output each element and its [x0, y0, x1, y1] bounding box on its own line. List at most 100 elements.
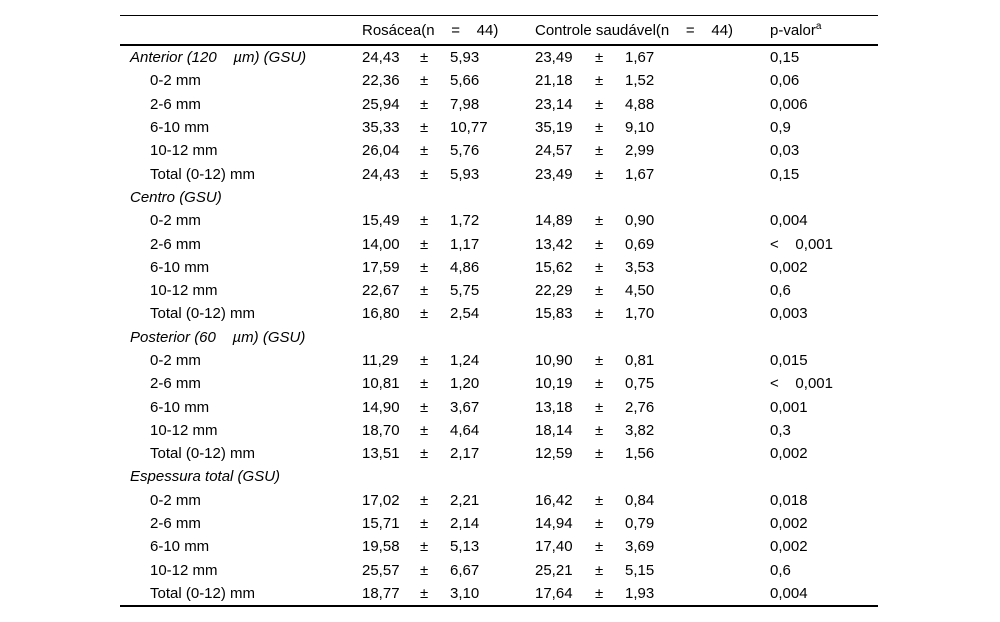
rosacea-mean: 14,00 — [362, 235, 400, 253]
control-plusminus: ± — [595, 375, 604, 393]
row-label: 2-6 mm — [150, 375, 201, 393]
p-value: 0,03 — [770, 142, 800, 160]
rosacea-sd: 5,13 — [450, 538, 480, 556]
table-row: Centro (GSU) — [120, 186, 878, 209]
table-row: Total (0-12) mm 24,43 ± 5,93 23,49 ± 1,6… — [120, 162, 878, 185]
rosacea-sd: 5,93 — [450, 49, 480, 67]
rosacea-plusminus: ± — [420, 305, 429, 323]
control-plusminus: ± — [595, 491, 604, 509]
rosacea-sd: 4,86 — [450, 258, 480, 276]
control-mean: 23,14 — [535, 95, 573, 113]
row-label: Total (0-12) mm — [150, 584, 256, 602]
p-value: 0,002 — [770, 538, 808, 556]
row-label: Espessura total (GSU) — [130, 468, 281, 486]
table-row: Espessura total (GSU) — [120, 465, 878, 488]
rosacea-mean: 14,90 — [362, 398, 400, 416]
table-row: 10-12 mm 22,67 ± 5,75 22,29 ± 4,50 0,6 — [120, 279, 878, 302]
control-plusminus: ± — [595, 235, 604, 253]
control-sd: 1,93 — [625, 584, 655, 602]
row-label: 2-6 mm — [150, 235, 201, 253]
table-row: 6-10 mm 35,33 ± 10,77 35,19 ± 9,10 0,9 — [120, 116, 878, 139]
rosacea-mean: 13,51 — [362, 445, 400, 463]
rosacea-mean: 22,36 — [362, 72, 400, 90]
p-value: 0,3 — [770, 421, 791, 439]
rosacea-mean: 18,70 — [362, 421, 400, 439]
p-value: 0,002 — [770, 445, 808, 463]
control-plusminus: ± — [595, 165, 604, 183]
rosacea-sd: 3,67 — [450, 398, 480, 416]
control-mean: 10,19 — [535, 375, 573, 393]
rosacea-plusminus: ± — [420, 375, 429, 393]
header-pvalue-label: p-valor — [770, 21, 816, 39]
p-value: 0,004 — [770, 212, 808, 230]
control-mean: 16,42 — [535, 491, 573, 509]
table-row: Total (0-12) mm 16,80 ± 2,54 15,83 ± 1,7… — [120, 302, 878, 325]
control-mean: 18,14 — [535, 421, 573, 439]
row-label: 10-12 mm — [150, 561, 218, 579]
rosacea-sd: 6,67 — [450, 561, 480, 579]
header-control: Controle saudável(n = 44) — [535, 21, 734, 39]
results-table: Rosácea(n = 44) Controle saudável(n = 44… — [120, 15, 878, 608]
control-sd: 0,90 — [625, 212, 655, 230]
rosacea-mean: 24,43 — [362, 49, 400, 67]
control-sd: 2,99 — [625, 142, 655, 160]
control-mean: 15,83 — [535, 305, 573, 323]
row-label: 0-2 mm — [150, 212, 201, 230]
rosacea-sd: 5,76 — [450, 142, 480, 160]
control-plusminus: ± — [595, 95, 604, 113]
rosacea-sd: 1,24 — [450, 352, 480, 369]
rosacea-plusminus: ± — [420, 398, 429, 416]
p-value: 0,004 — [770, 584, 808, 602]
rosacea-plusminus: ± — [420, 538, 429, 556]
rosacea-mean: 25,57 — [362, 561, 400, 579]
p-value: 0,002 — [770, 258, 808, 276]
rosacea-plusminus: ± — [420, 49, 429, 67]
p-value: 0,6 — [770, 282, 791, 300]
control-sd: 1,52 — [625, 72, 655, 90]
p-value: 0,06 — [770, 72, 800, 90]
p-value: 0,15 — [770, 165, 800, 183]
control-sd: 9,10 — [625, 119, 655, 137]
rosacea-mean: 18,77 — [362, 584, 400, 602]
rosacea-mean: 19,58 — [362, 538, 400, 556]
row-label: 10-12 mm — [150, 142, 218, 160]
header-pvalue-footnote-marker: a — [815, 20, 822, 32]
control-sd: 1,70 — [625, 305, 655, 323]
table-row: 6-10 mm 14,90 ± 3,67 13,18 ± 2,76 0,001 — [120, 395, 878, 418]
rosacea-mean: 11,29 — [362, 352, 399, 369]
table-row: 0-2 mm 22,36 ± 5,66 21,18 ± 1,52 0,06 — [120, 69, 878, 92]
row-label: 6-10 mm — [150, 538, 210, 556]
table-row: 10-12 mm 26,04 ± 5,76 24,57 ± 2,99 0,03 — [120, 139, 878, 162]
rosacea-sd: 5,93 — [450, 165, 480, 183]
control-sd: 0,79 — [625, 515, 655, 533]
control-plusminus: ± — [595, 538, 604, 556]
control-sd: 3,53 — [625, 258, 655, 276]
table-header-row: Rosácea(n = 44) Controle saudável(n = 44… — [120, 15, 878, 46]
control-sd: 1,56 — [625, 445, 655, 463]
rosacea-sd: 5,75 — [450, 282, 480, 300]
rosacea-plusminus: ± — [420, 282, 429, 300]
control-sd: 0,69 — [625, 235, 655, 253]
rosacea-mean: 35,33 — [362, 119, 400, 137]
rosacea-mean: 25,94 — [362, 95, 400, 113]
row-label: Posterior (60 µm) (GSU) — [130, 328, 306, 346]
control-mean: 25,21 — [535, 561, 573, 579]
p-value: < 0,001 — [770, 235, 833, 253]
control-sd: 0,84 — [625, 491, 655, 509]
control-plusminus: ± — [595, 212, 604, 230]
row-label: Anterior (120 µm) (GSU) — [130, 49, 307, 67]
rosacea-mean: 15,49 — [362, 212, 400, 230]
table-row: 10-12 mm 25,57 ± 6,67 25,21 ± 5,15 0,6 — [120, 559, 878, 582]
control-mean: 17,40 — [535, 538, 573, 556]
rosacea-mean: 26,04 — [362, 142, 400, 160]
control-plusminus: ± — [595, 305, 604, 323]
rosacea-plusminus: ± — [420, 258, 429, 276]
row-label: 6-10 mm — [150, 398, 210, 416]
rosacea-plusminus: ± — [420, 515, 429, 533]
p-value: 0,9 — [770, 119, 791, 137]
table-row: 6-10 mm 19,58 ± 5,13 17,40 ± 3,69 0,002 — [120, 535, 878, 558]
table-row: 0-2 mm 11,29 ± 1,24 10,90 ± 0,81 0,015 — [120, 349, 878, 372]
table-row: 2-6 mm 25,94 ± 7,98 23,14 ± 4,88 0,006 — [120, 93, 878, 116]
table-row: Total (0-12) mm 13,51 ± 2,17 12,59 ± 1,5… — [120, 442, 878, 465]
